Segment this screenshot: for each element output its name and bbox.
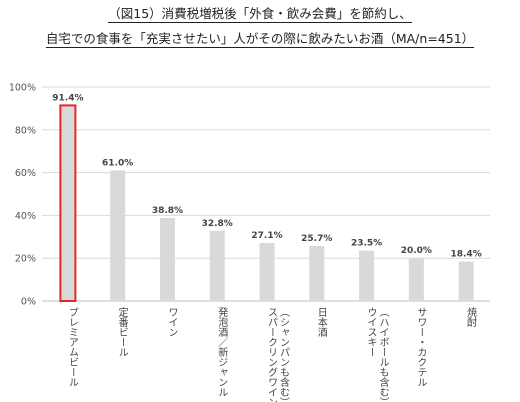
data-label: 32.8% (202, 219, 233, 229)
bar (259, 243, 275, 301)
x-category-label: スパークリングワイン (266, 307, 278, 402)
x-category-label: 焼酎 (465, 307, 477, 327)
data-label: 38.8% (152, 206, 183, 216)
bar (408, 258, 424, 301)
y-tick-label: 60% (15, 168, 36, 179)
y-tick-label: 0% (21, 297, 36, 308)
x-category-label: プレミアムビール (66, 307, 78, 387)
y-tick-label: 40% (15, 211, 36, 222)
data-label: 61.0% (102, 158, 133, 168)
x-category-label: 定番ビール (116, 306, 128, 357)
data-label: 25.7% (301, 234, 332, 244)
y-tick-label: 80% (15, 125, 36, 136)
chart-title-line1: （図15）消費税増税後「外食・飲み会費」を節約し、 (108, 6, 412, 23)
y-tick-label: 100% (9, 83, 36, 94)
data-label: 27.1% (251, 231, 282, 241)
bar (159, 217, 175, 301)
bar (458, 261, 474, 301)
x-category-label: （シャンパンも含む） (278, 307, 290, 402)
x-category-label: 発泡酒／新ジャンル (216, 306, 228, 397)
y-tick-label: 20% (15, 254, 36, 265)
bar (59, 104, 77, 302)
bar (359, 250, 375, 301)
bar (309, 246, 325, 301)
data-label: 20.0% (401, 246, 432, 256)
data-label: 18.4% (450, 250, 481, 260)
bar (110, 170, 126, 301)
x-category-label: ワイン (166, 307, 178, 337)
chart-title-line2: 自宅での食事を「充実させたい」人がその際に飲みたいお酒（MA/n=451） (45, 31, 475, 48)
data-label: 23.5% (351, 239, 382, 249)
x-category-label: （ハイボールも含む） (377, 307, 389, 402)
data-label: 91.4% (52, 93, 83, 103)
x-category-label: サワー・カクテル (415, 307, 427, 387)
bar (209, 230, 225, 301)
x-category-label: 日本酒 (315, 307, 327, 338)
x-category-label: ウイスキー (365, 307, 377, 357)
